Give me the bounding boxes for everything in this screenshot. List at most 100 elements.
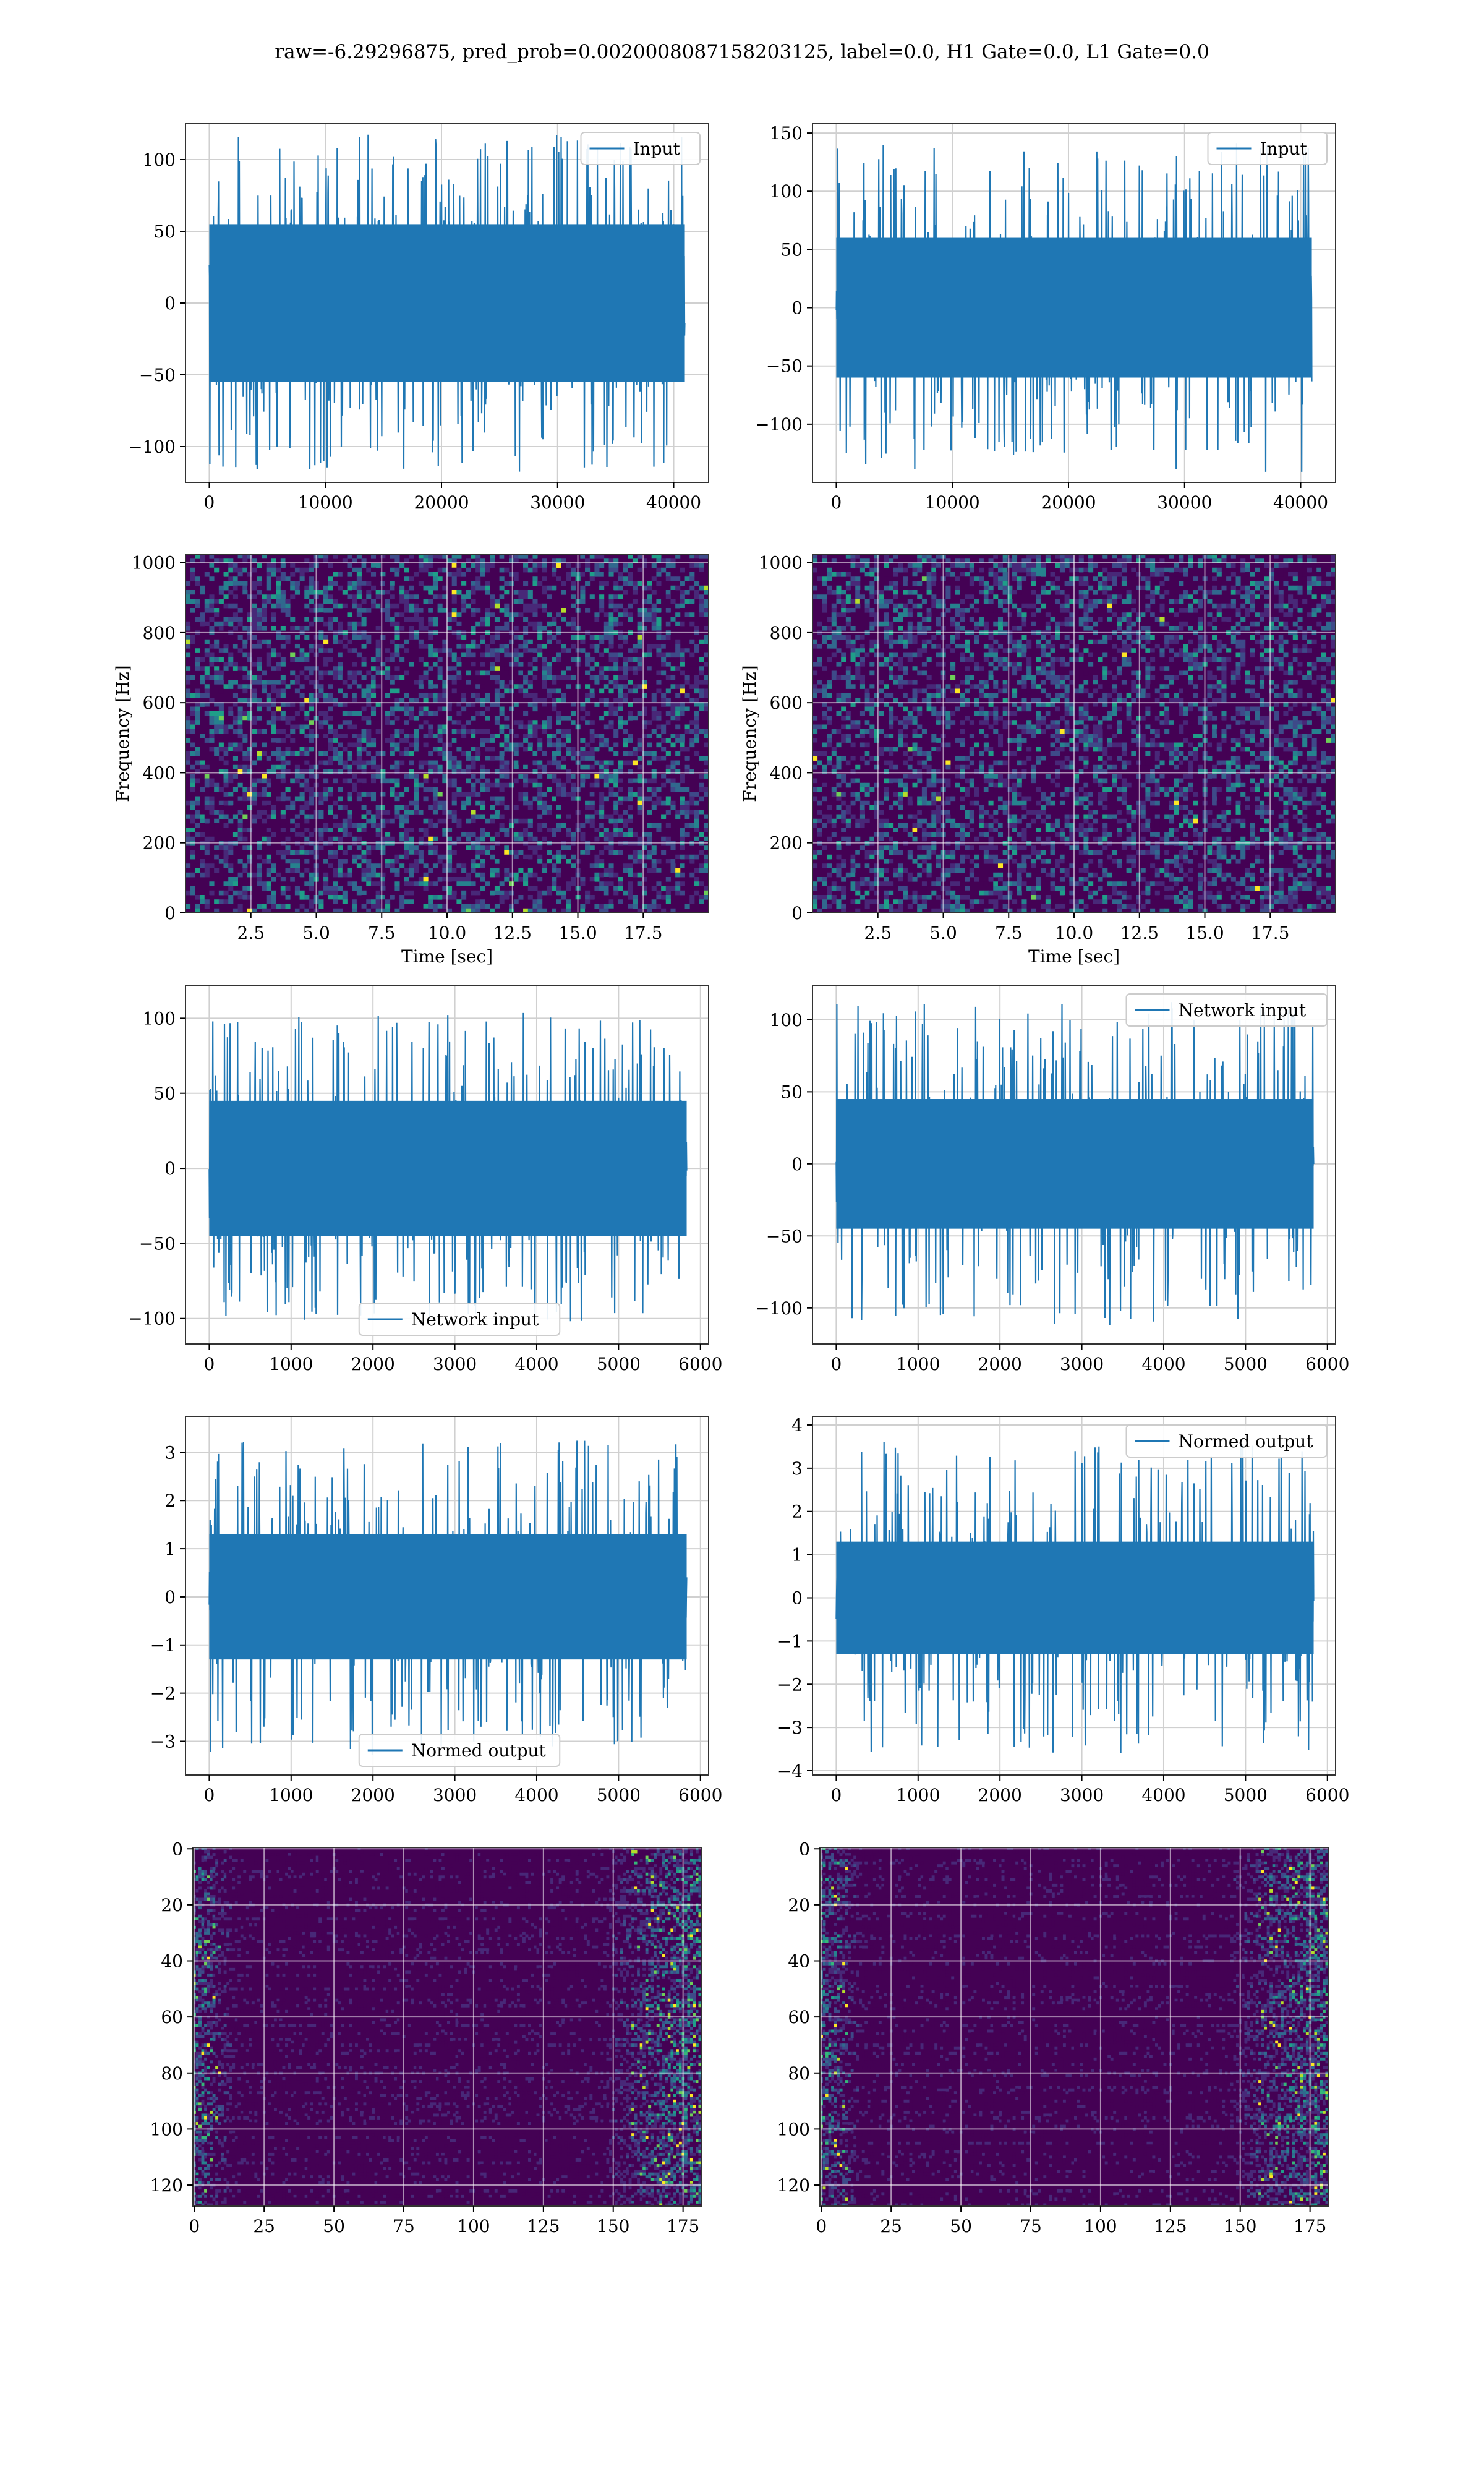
h1-input-plot-area — [186, 124, 709, 482]
h1-spectrogram-ytick-label: 1000 — [132, 553, 176, 573]
l1-input-ytick-label: −100 — [755, 414, 803, 435]
l1-network-input-plot-area — [812, 985, 1336, 1344]
h1-network-input-xtick-label: 3000 — [433, 1354, 477, 1374]
l1-spectrogram-xtick-label: 2.5 — [864, 923, 892, 943]
h1-input-xtick-label: 20000 — [414, 492, 469, 513]
l1-normed-output-series-band — [836, 1542, 1313, 1654]
h1-normed-output-ytick-label: 2 — [164, 1491, 176, 1511]
l1-matrix-xtick-label: 150 — [1224, 2216, 1256, 2236]
h1-network-input-plot-area — [186, 985, 709, 1344]
l1-spectrogram-xtick-label: 15.0 — [1185, 923, 1224, 943]
l1-matrix-ytick-label: 60 — [788, 2007, 810, 2027]
h1-network-input-xtick-label: 6000 — [678, 1354, 722, 1374]
l1-normed-output-ytick-label: 2 — [791, 1502, 803, 1522]
l1-input-ytick-label: 150 — [770, 123, 803, 143]
h1-network-input-ytick-label: 50 — [153, 1084, 176, 1104]
l1-input-ytick-label: −50 — [766, 356, 803, 377]
h1-matrix-xtick-label: 75 — [393, 2216, 415, 2236]
l1-input-series-band — [836, 238, 1311, 378]
l1-spectrogram-ytick-label: 400 — [770, 763, 803, 783]
h1-network-input-xtick-label: 0 — [203, 1354, 215, 1374]
h1-matrix-plot-area — [193, 1847, 701, 2206]
h1-normed-output-xtick-label: 2000 — [351, 1785, 395, 1805]
h1-normed-output-series-band — [209, 1534, 686, 1659]
h1-normed-output-ytick-label: 1 — [164, 1539, 176, 1559]
h1-matrix-xtick-label: 175 — [667, 2216, 699, 2236]
l1-matrix-ytick-label: 20 — [788, 1895, 810, 1915]
l1-input-ytick-label: 50 — [780, 239, 803, 260]
h1-network-input-ytick-label: 0 — [164, 1158, 176, 1179]
h1-normed-output-xtick-label: 3000 — [433, 1785, 477, 1805]
h1-spectrogram-ytick-label: 0 — [164, 903, 176, 923]
h1-matrix-xtick-label: 100 — [457, 2216, 490, 2236]
l1-input-xtick-label: 0 — [831, 492, 842, 513]
h1-matrix-xtick-label: 0 — [189, 2216, 200, 2236]
l1-normed-output-ytick-label: 0 — [791, 1588, 803, 1608]
l1-matrix-ytick-label: 0 — [799, 1839, 810, 1859]
h1-input-ytick-label: 100 — [143, 150, 176, 170]
h1-matrix-ytick-label: 40 — [161, 1951, 183, 1972]
h1-normed-output-xtick-label: 0 — [203, 1785, 215, 1805]
h1-spectrogram-xtick-label: 7.5 — [368, 923, 396, 943]
l1-normed-output-ytick-label: −2 — [777, 1674, 803, 1695]
h1-spectrogram-plot-area — [186, 554, 709, 913]
h1-network-input-xtick-label: 4000 — [514, 1354, 558, 1374]
h1-normed-output-xtick-label: 5000 — [597, 1785, 641, 1805]
h1-network-input-ytick-label: −50 — [139, 1233, 176, 1254]
h1-matrix-xtick-label: 125 — [527, 2216, 560, 2236]
l1-input-legend: Input — [1208, 132, 1328, 165]
l1-input-xtick-label: 20000 — [1041, 492, 1096, 513]
l1-spectrogram-ytick-label: 0 — [791, 903, 803, 923]
h1-input-legend: Input — [581, 132, 701, 165]
h1-network-input-legend-label: Network input — [411, 1309, 539, 1330]
l1-matrix-plot-area — [820, 1847, 1328, 2206]
h1-spectrogram-xtick-label: 10.0 — [428, 923, 466, 943]
l1-spectrogram-plot-area — [812, 554, 1336, 913]
l1-network-input-xtick-label: 5000 — [1224, 1354, 1268, 1374]
h1-spectrogram-xtick-label: 5.0 — [302, 923, 330, 943]
l1-input-xtick-label: 30000 — [1157, 492, 1212, 513]
l1-matrix-ytick-label: 40 — [788, 1951, 810, 1972]
l1-normed-output-ytick-label: −4 — [777, 1761, 803, 1781]
l1-matrix-ytick-label: 120 — [777, 2175, 810, 2196]
h1-spectrogram-xtick-label: 17.5 — [624, 923, 662, 943]
l1-spectrogram-ytick-label: 200 — [770, 833, 803, 853]
l1-normed-output-ytick-label: −3 — [777, 1718, 803, 1738]
h1-normed-output-ytick-label: −2 — [150, 1683, 176, 1704]
l1-spectrogram-xtick-label: 7.5 — [995, 923, 1023, 943]
h1-normed-output-xtick-label: 4000 — [514, 1785, 558, 1805]
l1-input-ytick-label: 0 — [791, 298, 803, 319]
l1-matrix-xtick-label: 0 — [816, 2216, 827, 2236]
h1-spectrogram-ytick-label: 800 — [143, 623, 176, 643]
l1-spectrogram-ytick-label: 600 — [770, 693, 803, 713]
l1-input-legend-label: Input — [1260, 139, 1308, 159]
l1-input-ytick-label: 100 — [770, 181, 803, 202]
l1-network-input-xtick-label: 3000 — [1060, 1354, 1104, 1374]
l1-network-input-ytick-label: 0 — [791, 1154, 803, 1174]
l1-spectrogram-ytick-label: 800 — [770, 623, 803, 643]
l1-network-input-xtick-label: 0 — [830, 1354, 842, 1374]
h1-matrix-ytick-label: 120 — [150, 2175, 183, 2196]
l1-normed-output-xtick-label: 2000 — [978, 1785, 1022, 1805]
l1-normed-output-plot-area — [812, 1416, 1336, 1775]
l1-spectrogram-xlabel: Time [sec] — [1028, 946, 1120, 967]
h1-matrix-ytick-label: 100 — [150, 2119, 183, 2139]
h1-input-legend-label: Input — [633, 139, 681, 159]
h1-input-xtick-label: 0 — [204, 492, 215, 513]
l1-network-input-legend-label: Network input — [1179, 1000, 1307, 1020]
l1-network-input-xtick-label: 6000 — [1305, 1354, 1349, 1374]
l1-normed-output-xtick-label: 4000 — [1141, 1785, 1185, 1805]
h1-matrix-ytick-label: 80 — [161, 2063, 183, 2084]
l1-matrix-xtick-label: 100 — [1084, 2216, 1117, 2236]
h1-input-ytick-label: −100 — [128, 437, 176, 457]
h1-spectrogram-ylabel: Frequency [Hz] — [113, 665, 133, 802]
